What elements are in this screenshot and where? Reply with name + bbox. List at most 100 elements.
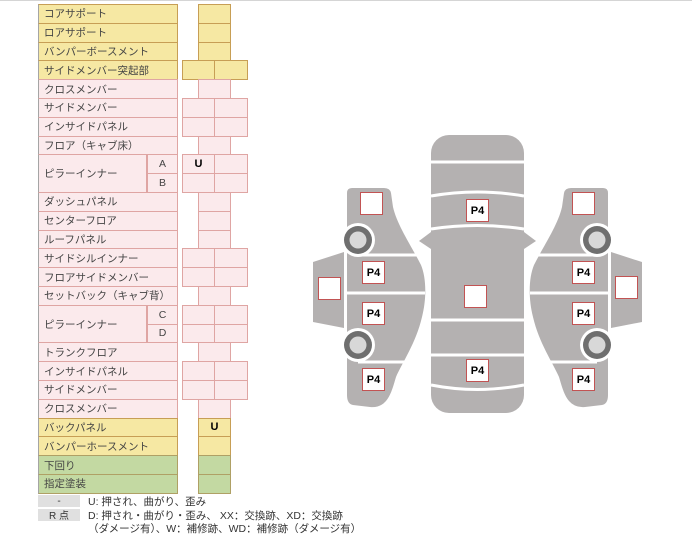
panel-top-border	[0, 0, 692, 1]
marker-left-side-front-fender[interactable]	[360, 192, 383, 215]
right-car-rear-wheel-icon	[580, 328, 614, 362]
damage-cell[interactable]	[214, 116, 248, 137]
marker-right-side-rear-door[interactable]: P4	[572, 302, 595, 325]
part-label: インサイドパネル	[38, 116, 178, 137]
legend-text: U: 押され、曲がり、歪み	[88, 496, 207, 508]
part-label: インサイドパネル	[38, 361, 178, 381]
damage-cell[interactable]	[214, 361, 248, 381]
right-side-car	[529, 188, 642, 408]
damage-cell[interactable]	[214, 60, 248, 81]
damage-cell[interactable]	[198, 22, 231, 43]
part-label: サイドメンバー	[38, 98, 178, 118]
damage-cell[interactable]	[182, 304, 215, 325]
part-sub-label: C	[147, 304, 178, 325]
damage-cell[interactable]	[182, 267, 215, 287]
damage-cell[interactable]	[182, 116, 215, 137]
part-label: クロスメンバー	[38, 398, 178, 419]
damage-cell[interactable]	[214, 98, 248, 118]
legend-text: （ダメージ有）、W：補修跡、WD：補修跡（ダメージ有）	[88, 523, 362, 535]
damage-cell[interactable]	[198, 342, 231, 363]
damage-cell[interactable]	[214, 323, 248, 344]
marker-left-side-rear-fender[interactable]: P4	[362, 368, 385, 391]
damage-cell[interactable]	[182, 361, 215, 381]
damage-cell[interactable]	[198, 398, 231, 419]
damage-cell[interactable]	[198, 436, 231, 457]
marker-right-side-rear-fender[interactable]: P4	[572, 368, 595, 391]
part-label: ピラーインナー	[38, 304, 147, 344]
part-label: コアサポート	[38, 4, 178, 24]
part-sub-label: A	[147, 154, 178, 175]
damage-cell[interactable]	[198, 135, 231, 156]
top-car-trunk-line	[430, 383, 525, 391]
part-label: トランクフロア	[38, 342, 178, 363]
marker-left-side-rear-door[interactable]: P4	[362, 302, 385, 325]
legend-text: D: 押され・曲がり・歪み、 XX：交換跡、XD：交換跡	[88, 509, 343, 522]
marker-right-side-front-door[interactable]: P4	[572, 261, 595, 284]
part-label: セットバック（キャブ背）	[38, 286, 178, 306]
damage-cell[interactable]	[182, 60, 215, 81]
part-sub-label: D	[147, 323, 178, 344]
legend-key-box: -	[38, 495, 80, 507]
damage-cell[interactable]	[198, 4, 231, 24]
left-car-rear-wheel-icon	[341, 328, 375, 362]
part-label: フロア（キャブ床）	[38, 135, 178, 156]
part-label: サイドシルインナー	[38, 248, 178, 269]
damage-cell[interactable]	[198, 474, 231, 494]
damage-cell[interactable]: U	[198, 417, 231, 438]
damage-cell[interactable]	[182, 248, 215, 269]
marker-left-side-front-door[interactable]: P4	[362, 261, 385, 284]
part-label: フロアサイドメンバー	[38, 267, 178, 287]
damage-cell[interactable]	[214, 154, 248, 175]
part-label: 指定塗装	[38, 474, 178, 494]
damage-cell[interactable]	[214, 304, 248, 325]
damage-cell[interactable]	[214, 267, 248, 287]
damage-cell[interactable]	[198, 229, 231, 250]
damage-cell[interactable]	[198, 79, 231, 99]
car-damage-diagram: P4 P4 P4 P4 P4 P4 P4 P4	[300, 125, 660, 425]
damage-cell[interactable]	[182, 173, 215, 193]
top-car-hood-line	[430, 190, 525, 198]
part-label: ピラーインナー	[38, 154, 147, 193]
damage-cell[interactable]	[198, 192, 231, 212]
part-label: サイドメンバー突起部	[38, 60, 178, 81]
top-car-windshield-line	[430, 224, 525, 231]
marker-top-roof[interactable]	[464, 285, 487, 308]
part-label: クロスメンバー	[38, 79, 178, 99]
left-side-car	[313, 188, 426, 408]
top-car-right-mirror-icon	[524, 232, 536, 249]
damage-cell[interactable]	[182, 380, 215, 400]
left-car-body	[347, 188, 426, 408]
damage-cell[interactable]	[198, 210, 231, 231]
right-car-front-wheel-icon	[580, 223, 614, 257]
car-diagram-svg	[313, 135, 642, 413]
damage-cell[interactable]: U	[182, 154, 215, 175]
marker-right-side-front-fender[interactable]	[572, 192, 595, 215]
part-label: 下回り	[38, 455, 178, 475]
marker-right-side-sill[interactable]	[615, 276, 638, 299]
part-label: バックパネル	[38, 417, 178, 438]
marker-top-hood[interactable]: P4	[466, 199, 489, 222]
part-label: サイドメンバー	[38, 380, 178, 400]
damage-cell[interactable]	[182, 323, 215, 344]
part-label: センターフロア	[38, 210, 178, 231]
damage-cell[interactable]	[198, 41, 231, 62]
top-car-left-mirror-icon	[419, 232, 431, 249]
damage-cell[interactable]	[182, 98, 215, 118]
part-sub-label: B	[147, 173, 178, 193]
part-label: ルーフパネル	[38, 229, 178, 250]
part-label: バンパーボースメント	[38, 41, 178, 62]
marker-left-side-sill[interactable]	[318, 277, 341, 300]
left-car-front-wheel-icon	[341, 223, 375, 257]
damage-cell[interactable]	[214, 248, 248, 269]
damage-cell[interactable]	[214, 380, 248, 400]
legend-key-box: R 点	[38, 508, 80, 522]
right-car-body	[529, 188, 608, 408]
marker-top-trunk[interactable]: P4	[466, 359, 489, 382]
damage-cell[interactable]	[198, 455, 231, 475]
top-car-body	[431, 135, 524, 413]
part-label: ロアサポート	[38, 22, 178, 43]
part-label: バンパーホースメント	[38, 436, 178, 457]
damage-cell[interactable]	[198, 286, 231, 306]
damage-cell[interactable]	[214, 173, 248, 193]
top-view-car	[419, 135, 536, 413]
